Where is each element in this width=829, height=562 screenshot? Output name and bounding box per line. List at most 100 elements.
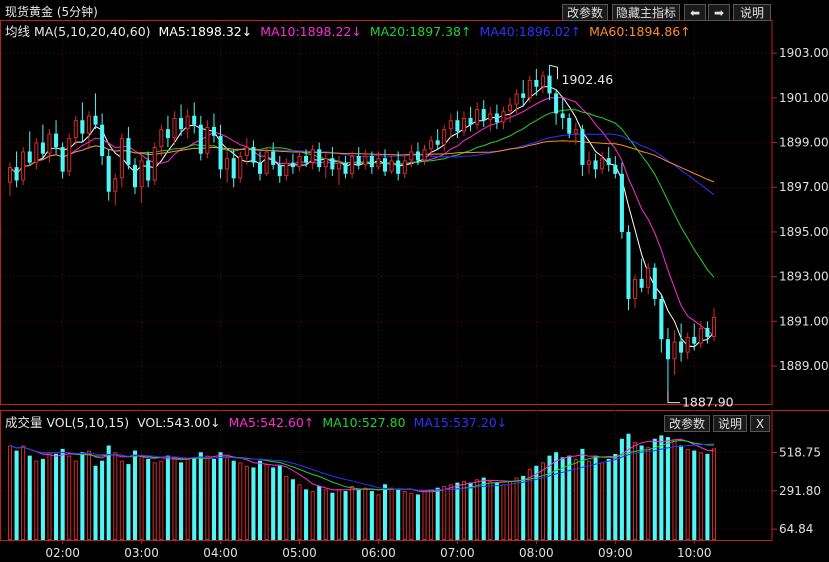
volume-bar <box>698 452 703 540</box>
volume-bar <box>560 457 565 540</box>
candle-body <box>639 278 644 288</box>
ma-legend-prefix: 均线 MA(5,10,20,40,60) <box>5 24 151 39</box>
volume-bar <box>40 459 45 540</box>
vol-ma10-value: MA10:527.80 <box>322 415 406 430</box>
candle-body <box>685 336 690 353</box>
volume-bar <box>225 457 230 540</box>
volume-bar <box>600 462 605 540</box>
vol-params-button[interactable]: 改参数 <box>664 415 710 432</box>
candle-body <box>573 129 578 134</box>
candle-body <box>7 167 13 183</box>
candle-body <box>409 151 414 161</box>
ma40-value: MA40:1896.02↑ <box>479 24 582 39</box>
ma10-line <box>9 96 715 336</box>
candle-body <box>310 149 315 163</box>
candle-body <box>560 113 565 118</box>
volume-tick-label: 291.80 <box>779 484 821 498</box>
candle-body <box>146 160 151 181</box>
volume-bar <box>692 450 697 540</box>
candle-body <box>659 298 664 340</box>
right-arrow-icon[interactable]: ➡ <box>708 4 730 21</box>
volume-bar <box>330 492 335 540</box>
candle-body <box>389 160 394 172</box>
ma20-value: MA20:1897.38↑ <box>369 24 472 39</box>
volume-bar <box>211 459 217 540</box>
volume-bar <box>27 455 32 540</box>
candle-body <box>455 120 460 132</box>
candle-body <box>60 147 65 172</box>
help-button[interactable]: 说明 <box>733 4 771 21</box>
window-title: 现货黄金 (5分钟) <box>5 5 98 19</box>
candle-body <box>205 126 210 154</box>
volume-bar <box>461 480 467 540</box>
candle-body <box>475 109 480 125</box>
candle-body <box>429 140 434 150</box>
candle-body <box>264 151 269 174</box>
volume-bar <box>192 457 197 540</box>
candle-body <box>277 164 282 177</box>
volume-bar <box>86 450 91 540</box>
vol-close-icon[interactable]: X <box>750 415 770 432</box>
volume-bar <box>119 460 124 540</box>
volume-bar <box>514 477 519 540</box>
volume-bar <box>382 484 388 540</box>
volume-bar <box>100 460 105 540</box>
volume-bar <box>152 462 157 540</box>
candle-body <box>54 133 59 148</box>
candle-body <box>580 129 585 165</box>
candle-body <box>47 133 52 154</box>
time-tick-label: 10:00 <box>677 546 712 560</box>
vol-ma15-value: MA15:537.20↓ <box>413 415 508 430</box>
hide-indicator-button[interactable]: 隐藏主指标 <box>612 4 680 21</box>
left-arrow-icon[interactable]: ⬅ <box>684 4 706 21</box>
candle-body <box>376 158 381 168</box>
volume-bar <box>277 465 282 540</box>
candle-body <box>238 155 243 179</box>
candle-body <box>27 151 32 163</box>
candles <box>7 65 717 391</box>
volume-bar <box>343 491 348 540</box>
low-marker-line <box>667 390 680 404</box>
volume-bar <box>113 452 118 540</box>
volume-bar <box>350 486 355 540</box>
volume-bar <box>34 460 39 540</box>
price-tick-label: 1897.00 <box>779 180 829 194</box>
vol-ma5-value: MA5:542.60↑ <box>228 415 315 430</box>
candle-body <box>330 158 335 170</box>
candle-body <box>152 147 157 181</box>
volume-bar <box>21 445 26 540</box>
ma5-value: MA5:1898.32↓ <box>158 24 253 39</box>
candle-body <box>363 155 368 165</box>
params-button[interactable]: 改参数 <box>562 4 608 21</box>
volume-bar <box>159 460 164 540</box>
vol-help-button[interactable]: 说明 <box>713 415 747 432</box>
candle-body <box>73 120 78 139</box>
candle-body <box>119 138 124 179</box>
candle-body <box>382 158 388 172</box>
candle-body <box>126 138 131 165</box>
volume-bar <box>554 452 559 540</box>
time-axis: 02:00 03:00 04:00 05:00 06:00 07:00 08:00 09:00… <box>45 540 712 560</box>
volume-bar <box>442 486 447 540</box>
volume-bar <box>619 438 624 540</box>
volume-bar <box>297 484 302 540</box>
candle-body <box>613 164 618 174</box>
candle-body <box>586 160 592 165</box>
volume-bar <box>257 460 263 540</box>
volume-legend: 成交量 VOL(5,10,15) VOL:543.00↓ MA5:542.60↑ MA… <box>5 413 515 433</box>
candle-body <box>179 117 184 130</box>
candle-body <box>540 75 545 87</box>
candle-body <box>692 336 697 344</box>
price-tick-label: 1895.00 <box>779 225 829 239</box>
candle-body <box>672 341 677 360</box>
candle-body <box>350 155 355 174</box>
candle-body <box>468 117 473 125</box>
candle-body <box>402 160 407 174</box>
candle-body <box>21 151 26 181</box>
candle-body <box>593 160 598 170</box>
candle-body <box>297 155 302 168</box>
volume-bar <box>396 489 401 540</box>
candle-body <box>547 75 552 94</box>
